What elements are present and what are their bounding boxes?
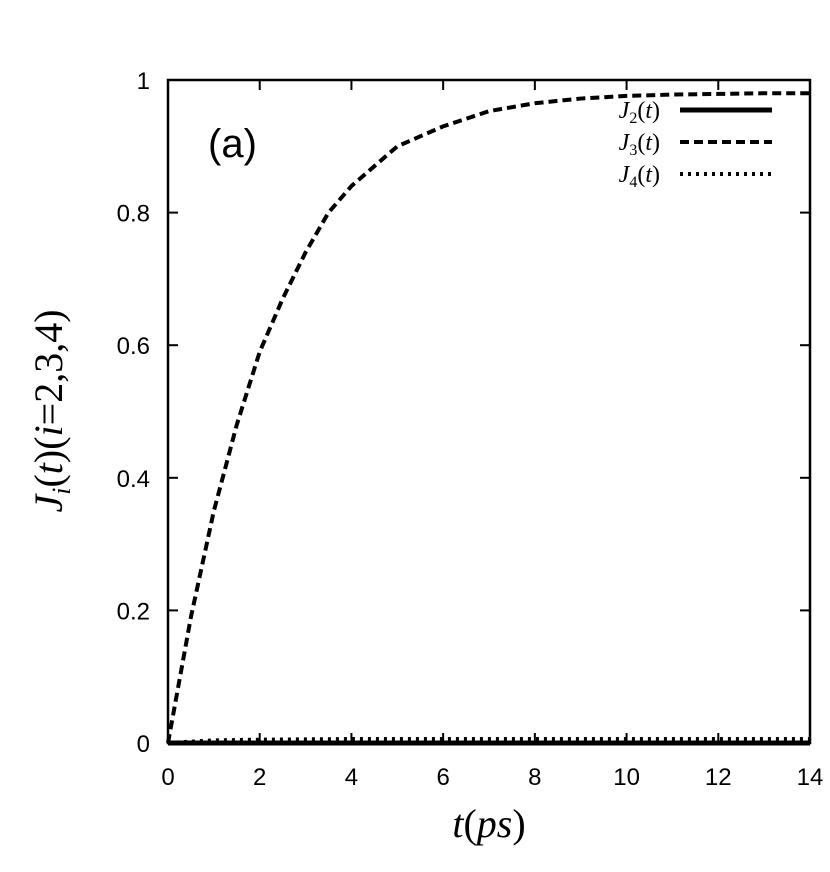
series-lines bbox=[166, 91, 810, 746]
x-axis-title: t(ps) bbox=[452, 801, 525, 846]
plot-frame bbox=[166, 78, 812, 745]
y-tick-label: 0.4 bbox=[117, 466, 150, 493]
y-tick-label: 1 bbox=[137, 68, 150, 95]
x-tick-label: 8 bbox=[528, 764, 541, 791]
y-tick-label: 0.2 bbox=[117, 598, 150, 625]
x-tick-label: 6 bbox=[436, 764, 449, 791]
legend-label-3: J3(t) bbox=[619, 130, 660, 159]
y-tick-label: 0.8 bbox=[117, 201, 150, 228]
y-axis-title: Ji(t)(i=2,3,4) bbox=[26, 309, 76, 512]
series-line-3 bbox=[166, 91, 810, 744]
x-axis-title-var: t bbox=[452, 801, 464, 846]
x-tick-label: 2 bbox=[253, 764, 266, 791]
x-tick-label: 12 bbox=[705, 764, 732, 791]
x-tick-label: 14 bbox=[797, 764, 824, 791]
legend-label-4: J4(t) bbox=[619, 162, 660, 191]
x-tick-label: 0 bbox=[161, 764, 174, 791]
x-axis-ticks: 0 2 4 6 8 10 12 14 bbox=[161, 80, 823, 791]
legend-label-2: J2(t) bbox=[619, 98, 660, 127]
x-axis-title-paren: ( bbox=[463, 801, 476, 846]
x-tick-label: 10 bbox=[613, 764, 640, 791]
y-tick-label: 0 bbox=[137, 731, 150, 758]
panel-label: (a) bbox=[208, 122, 257, 166]
x-tick-label: 4 bbox=[345, 764, 358, 791]
y-axis-ticks: 0 0.2 0.4 0.6 0.8 1 bbox=[117, 68, 810, 758]
legend: J2(t) J3(t) J4(t) bbox=[619, 98, 772, 191]
y-tick-label: 0.6 bbox=[117, 333, 150, 360]
